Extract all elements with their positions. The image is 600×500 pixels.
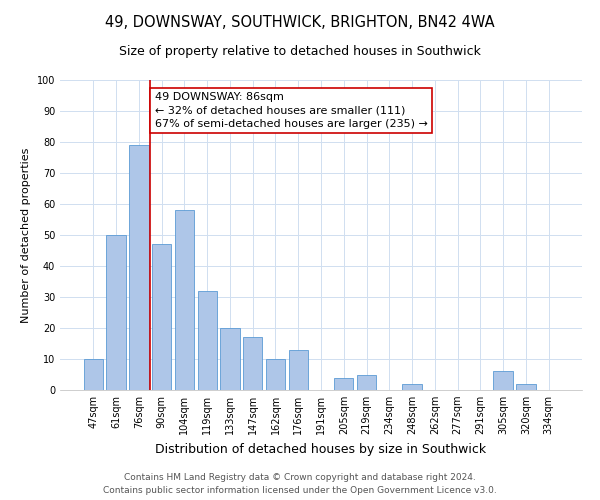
Bar (516, 384, 536, 390)
Bar (106, 235, 126, 390)
Text: 49, DOWNSWAY, SOUTHWICK, BRIGHTON, BN42 4WA: 49, DOWNSWAY, SOUTHWICK, BRIGHTON, BN42 … (105, 15, 495, 30)
Bar (266, 359, 285, 390)
Bar (243, 338, 262, 390)
Bar (84, 359, 103, 390)
Y-axis label: Number of detached properties: Number of detached properties (21, 148, 31, 322)
Bar (493, 372, 513, 390)
Bar (175, 210, 194, 390)
Bar (403, 384, 422, 390)
Bar (152, 244, 172, 390)
Bar (220, 328, 239, 390)
Text: 49 DOWNSWAY: 86sqm
← 32% of detached houses are smaller (111)
67% of semi-detach: 49 DOWNSWAY: 86sqm ← 32% of detached hou… (155, 92, 428, 129)
Bar (357, 374, 376, 390)
Text: Size of property relative to detached houses in Southwick: Size of property relative to detached ho… (119, 45, 481, 58)
Bar (289, 350, 308, 390)
Text: Contains HM Land Registry data © Crown copyright and database right 2024.
Contai: Contains HM Land Registry data © Crown c… (103, 474, 497, 495)
Bar (197, 291, 217, 390)
Bar (334, 378, 353, 390)
Bar (129, 145, 149, 390)
X-axis label: Distribution of detached houses by size in Southwick: Distribution of detached houses by size … (155, 442, 487, 456)
